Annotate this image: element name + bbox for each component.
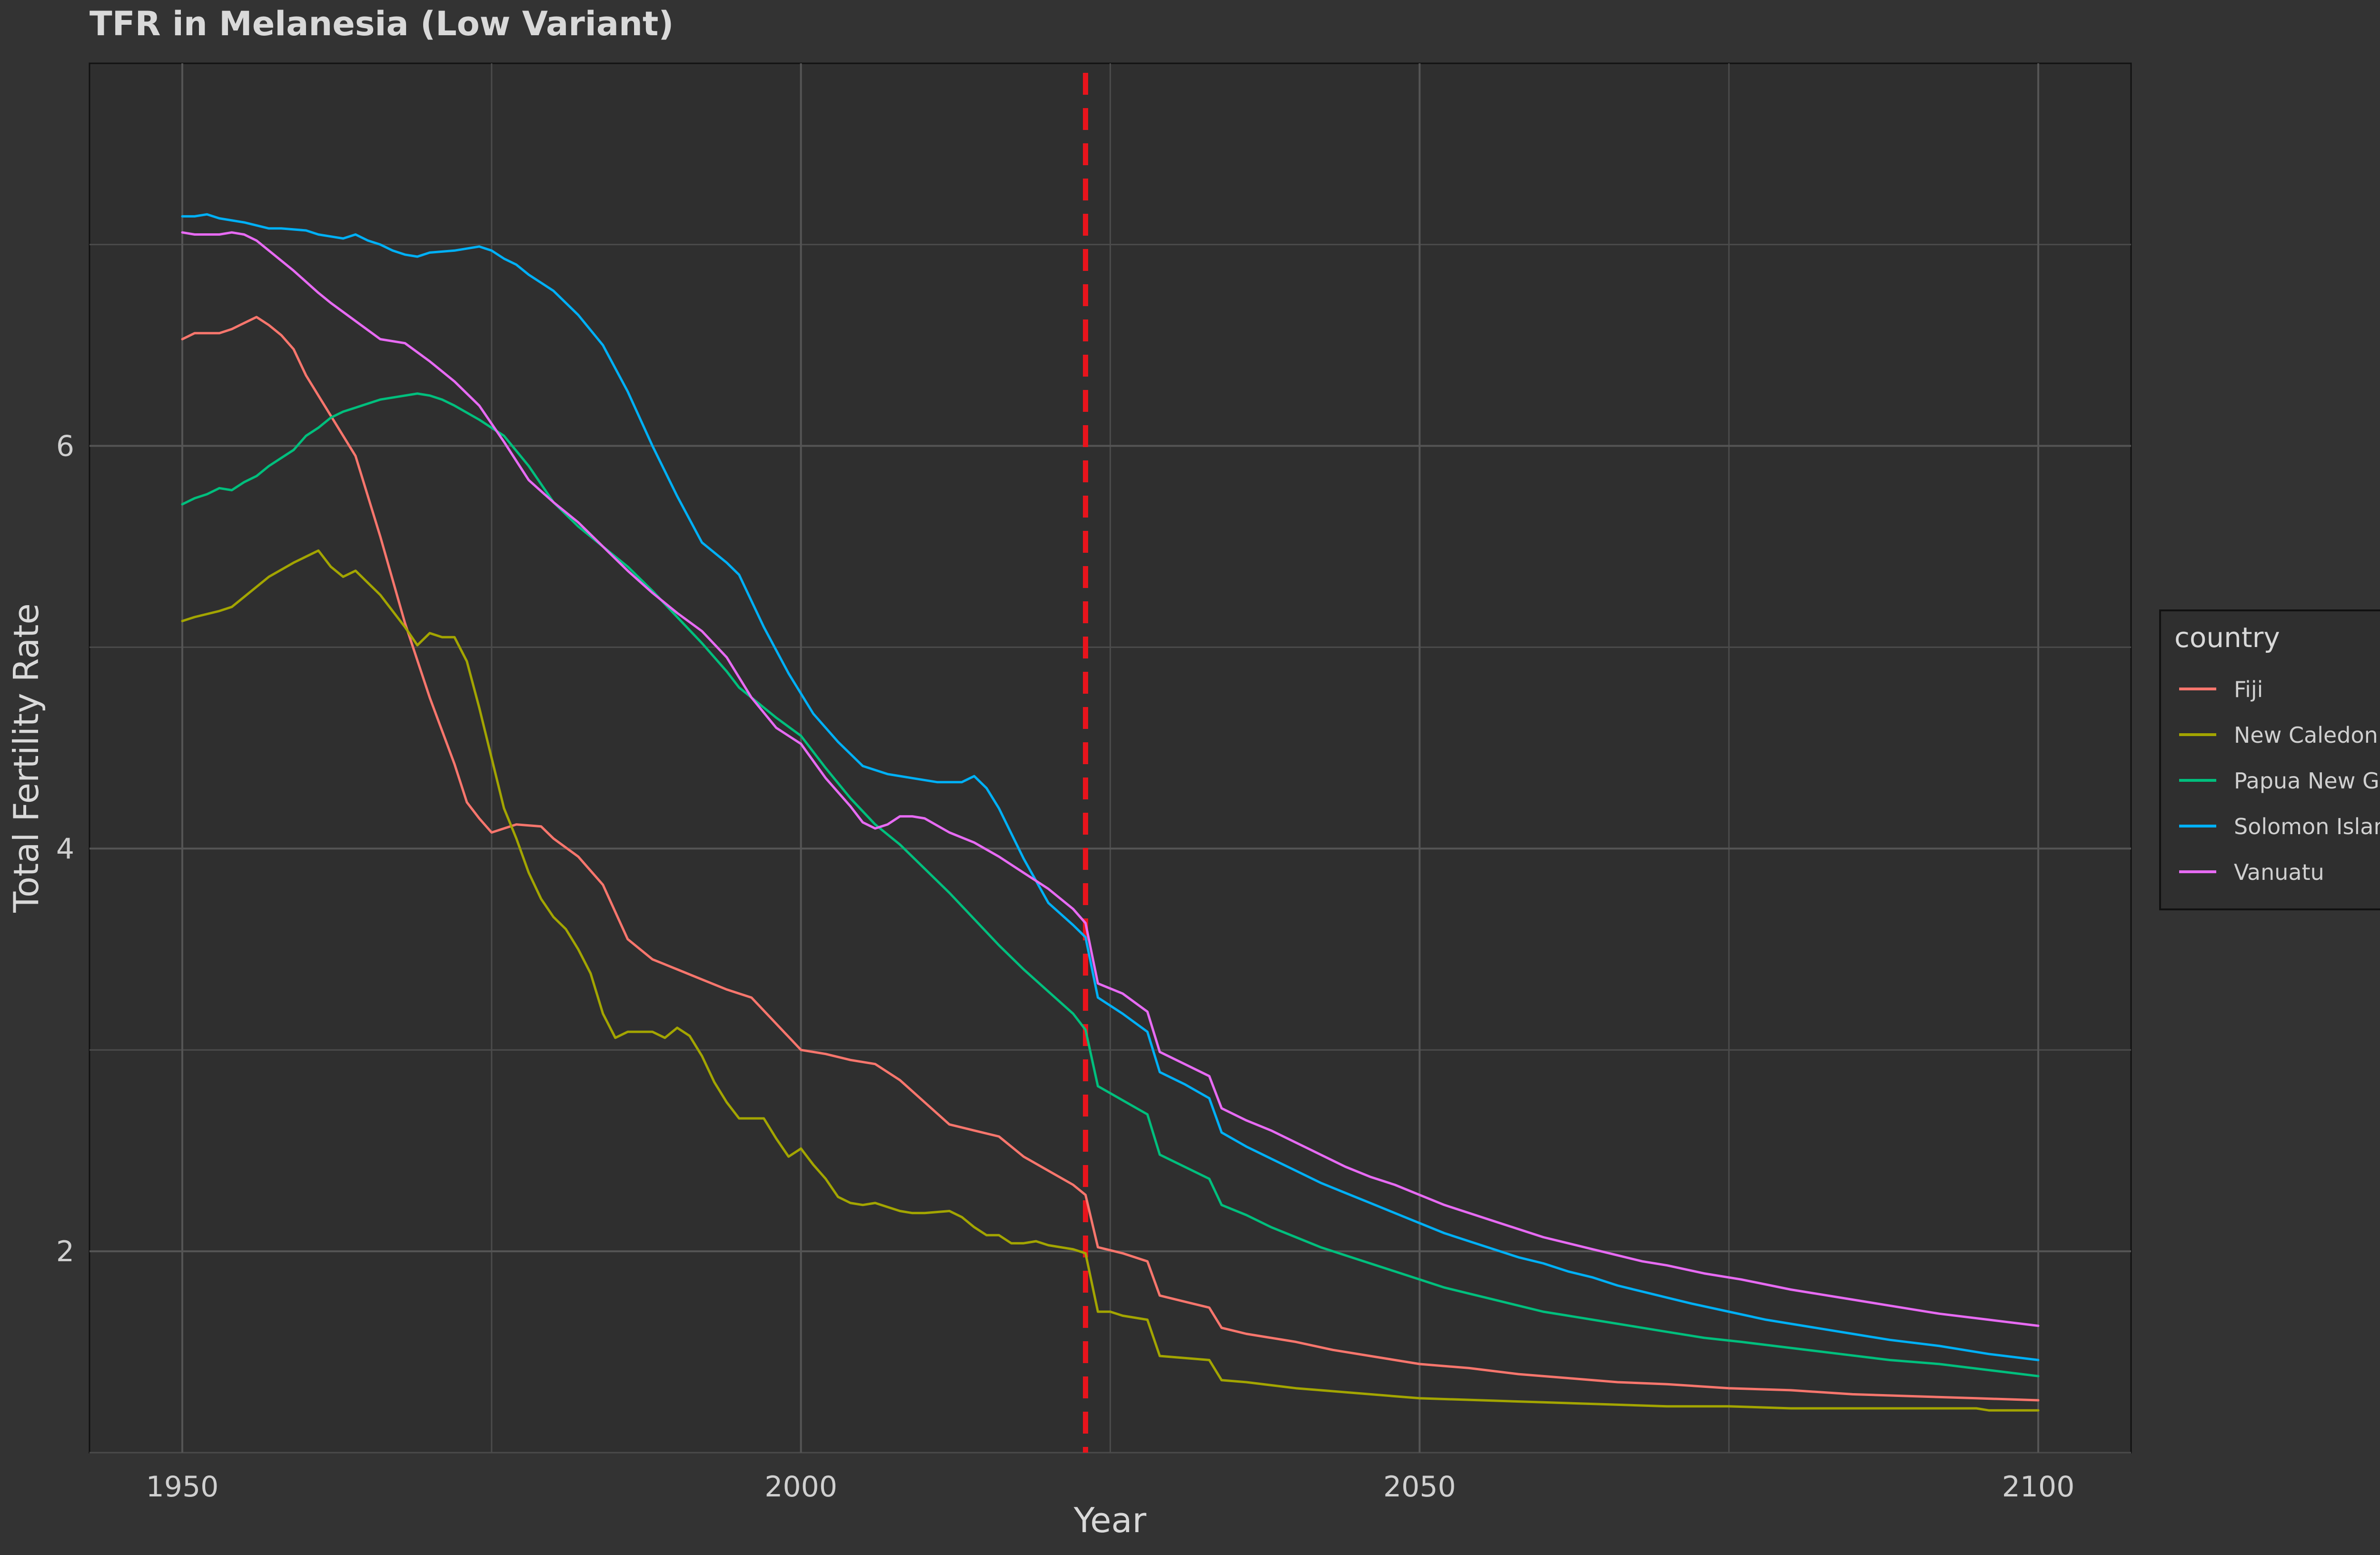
legend-label-new-caledonia: New Caledonia bbox=[2234, 722, 2380, 748]
x-tick-label: 2000 bbox=[764, 1470, 837, 1504]
legend-label-fiji: Fiji bbox=[2234, 677, 2263, 702]
legend-label-vanuatu: Vanuatu bbox=[2234, 859, 2324, 885]
y-tick-label: 6 bbox=[56, 430, 74, 463]
legend-title: country bbox=[2174, 621, 2280, 654]
y-tick-label: 4 bbox=[56, 832, 74, 866]
legend-label-papua-new-guinea: Papua New Guinea bbox=[2234, 768, 2380, 794]
chart-title: TFR in Melanesia (Low Variant) bbox=[89, 4, 674, 43]
legend: country Fiji New Caledonia Papua New Guine… bbox=[2160, 610, 2380, 909]
legend-label-solomon-islands: Solomon Islands bbox=[2234, 814, 2380, 839]
x-tick-label: 2050 bbox=[1383, 1470, 1456, 1504]
x-tick-label: 2100 bbox=[2002, 1470, 2075, 1504]
x-axis-title: Year bbox=[1073, 1500, 1147, 1540]
y-axis-title: Total Fertility Rate bbox=[6, 603, 46, 913]
x-tick-label: 1950 bbox=[146, 1470, 219, 1504]
y-tick-label: 2 bbox=[56, 1235, 74, 1268]
